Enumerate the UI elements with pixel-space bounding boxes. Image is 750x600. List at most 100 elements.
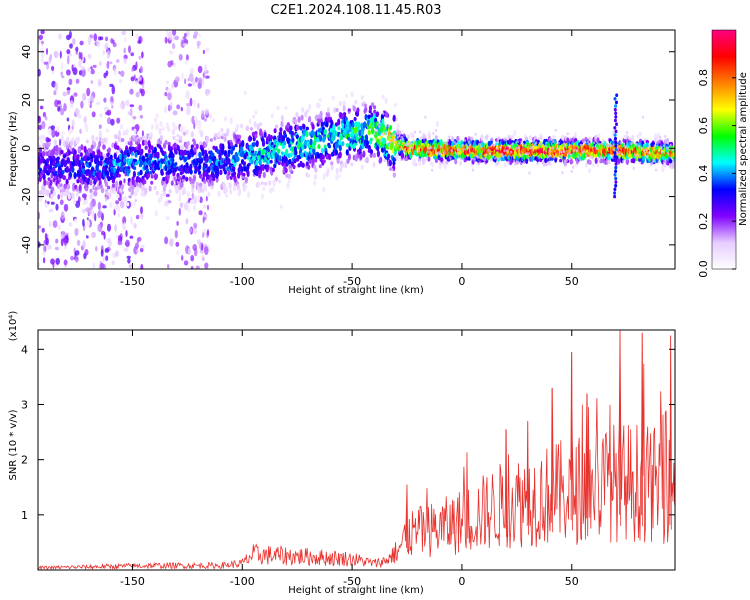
colorbar-frame: [711, 29, 737, 270]
signal-blob: [385, 111, 389, 118]
signal-blob: [229, 141, 234, 147]
signal-blob: [339, 136, 343, 141]
noise-blob: [118, 71, 121, 75]
signal-blob: [64, 183, 68, 190]
signal-blob: [292, 164, 296, 170]
interference-blob: [613, 118, 617, 123]
halo-blob: [375, 129, 378, 133]
signal-blob: [383, 137, 387, 145]
noise-blob: [164, 236, 169, 245]
halo-blob: [486, 134, 489, 138]
noise-blob: [89, 201, 94, 211]
signal-blob: [341, 141, 345, 147]
signal-blob: [155, 190, 159, 196]
noise-blob: [119, 103, 123, 109]
halo-blob: [397, 141, 401, 145]
halo-blob: [546, 155, 550, 158]
signal-blob: [235, 124, 239, 131]
signal-blob: [239, 123, 244, 129]
noise-blob: [98, 124, 102, 129]
signal-blob: [128, 161, 132, 166]
signal-blob: [272, 179, 276, 187]
noise-blob: [195, 265, 200, 269]
signal-blob: [179, 135, 183, 141]
signal-blob: [270, 113, 274, 118]
signal-blob: [191, 187, 195, 193]
signal-blob: [351, 122, 355, 128]
noise-blob: [112, 42, 117, 48]
signal-blob: [190, 131, 194, 138]
noise-blob: [82, 92, 87, 102]
signal-blob: [205, 157, 209, 163]
noise-blob: [175, 76, 180, 83]
signal-blob: [277, 148, 281, 154]
signal-blob: [307, 118, 312, 123]
noise-blob: [55, 257, 60, 265]
noise-blob: [179, 145, 184, 151]
noise-blob: [170, 60, 174, 66]
signal-blob: [46, 180, 50, 186]
signal-blob: [309, 138, 313, 146]
signal-blob: [313, 139, 317, 146]
signal-blob: [49, 179, 53, 186]
halo-blob: [403, 149, 406, 153]
signal-blob: [513, 129, 517, 137]
noise-blob: [70, 255, 74, 261]
signal-blob: [338, 151, 342, 159]
noise-blob: [93, 33, 98, 42]
noise-blob: [80, 52, 83, 61]
noise-blob: [115, 200, 119, 205]
noise-blob: [76, 239, 81, 247]
signal-blob: [171, 128, 175, 135]
noise-blob: [165, 80, 170, 85]
signal-blob: [304, 110, 308, 118]
signal-blob: [319, 135, 323, 142]
halo-blob: [565, 159, 568, 163]
signal-blob: [226, 128, 230, 134]
halo-blob: [573, 135, 576, 139]
signal-blob: [326, 168, 330, 174]
halo-blob: [401, 137, 405, 141]
noise-blob: [136, 249, 139, 253]
halo-blob: [465, 143, 468, 147]
noise-blob: [205, 195, 208, 202]
signal-blob: [94, 187, 98, 191]
signal-blob: [284, 167, 288, 174]
signal-blob: [153, 146, 157, 154]
signal-blob: [256, 123, 260, 131]
signal-blob: [107, 185, 111, 190]
signal-blob: [73, 149, 77, 156]
noise-blob: [52, 220, 58, 228]
signal-blob: [381, 94, 385, 100]
interference-blob: [614, 180, 618, 184]
signal-blob: [311, 123, 315, 130]
signal-blob: [194, 164, 198, 171]
halo-blob: [558, 154, 562, 158]
noise-blob: [106, 223, 112, 232]
halo-blob: [582, 150, 585, 154]
interference-blob: [613, 173, 617, 177]
halo-blob: [594, 137, 597, 141]
signal-blob: [300, 114, 304, 121]
noise-blob: [64, 244, 67, 250]
signal-blob: [211, 152, 215, 158]
signal-blob: [83, 145, 87, 153]
signal-blob: [273, 128, 277, 134]
signal-blob: [391, 136, 395, 142]
halo-blob: [575, 149, 579, 153]
interference-blob: [614, 104, 618, 108]
signal-blob: [544, 157, 548, 164]
signal-blob: [41, 191, 46, 196]
interference-blob: [614, 111, 618, 116]
halo-blob: [487, 148, 490, 152]
signal-blob: [153, 185, 157, 190]
halo-blob: [640, 146, 643, 150]
signal-blob: [317, 144, 321, 150]
noise-blob: [167, 264, 170, 269]
noise-blob: [174, 35, 180, 41]
noise-blob: [123, 178, 126, 184]
signal-blob: [381, 118, 385, 126]
signal-blob: [245, 125, 250, 131]
noise-blob: [140, 206, 143, 214]
signal-blob: [322, 135, 326, 141]
